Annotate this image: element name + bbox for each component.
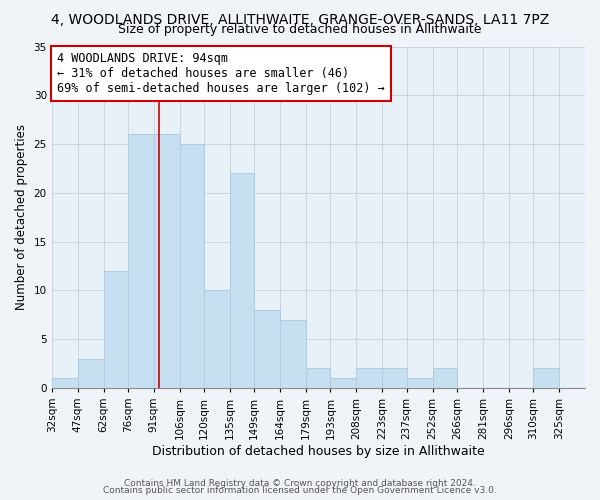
Bar	[280, 320, 306, 388]
Text: Size of property relative to detached houses in Allithwaite: Size of property relative to detached ho…	[118, 22, 482, 36]
X-axis label: Distribution of detached houses by size in Allithwaite: Distribution of detached houses by size …	[152, 444, 485, 458]
Y-axis label: Number of detached properties: Number of detached properties	[15, 124, 28, 310]
Bar	[306, 368, 331, 388]
Text: Contains HM Land Registry data © Crown copyright and database right 2024.: Contains HM Land Registry data © Crown c…	[124, 478, 476, 488]
Bar	[382, 368, 407, 388]
Bar	[230, 174, 254, 388]
Bar	[180, 144, 204, 388]
Bar	[533, 368, 559, 388]
Bar	[104, 271, 128, 388]
Bar	[356, 368, 382, 388]
Bar	[433, 368, 457, 388]
Bar	[254, 310, 280, 388]
Bar	[407, 378, 433, 388]
Bar	[204, 290, 230, 388]
Text: 4 WOODLANDS DRIVE: 94sqm
← 31% of detached houses are smaller (46)
69% of semi-d: 4 WOODLANDS DRIVE: 94sqm ← 31% of detach…	[57, 52, 385, 94]
Text: Contains public sector information licensed under the Open Government Licence v3: Contains public sector information licen…	[103, 486, 497, 495]
Bar	[154, 134, 180, 388]
Bar	[77, 358, 104, 388]
Bar	[331, 378, 356, 388]
Bar	[128, 134, 154, 388]
Text: 4, WOODLANDS DRIVE, ALLITHWAITE, GRANGE-OVER-SANDS, LA11 7PZ: 4, WOODLANDS DRIVE, ALLITHWAITE, GRANGE-…	[51, 12, 549, 26]
Bar	[52, 378, 77, 388]
